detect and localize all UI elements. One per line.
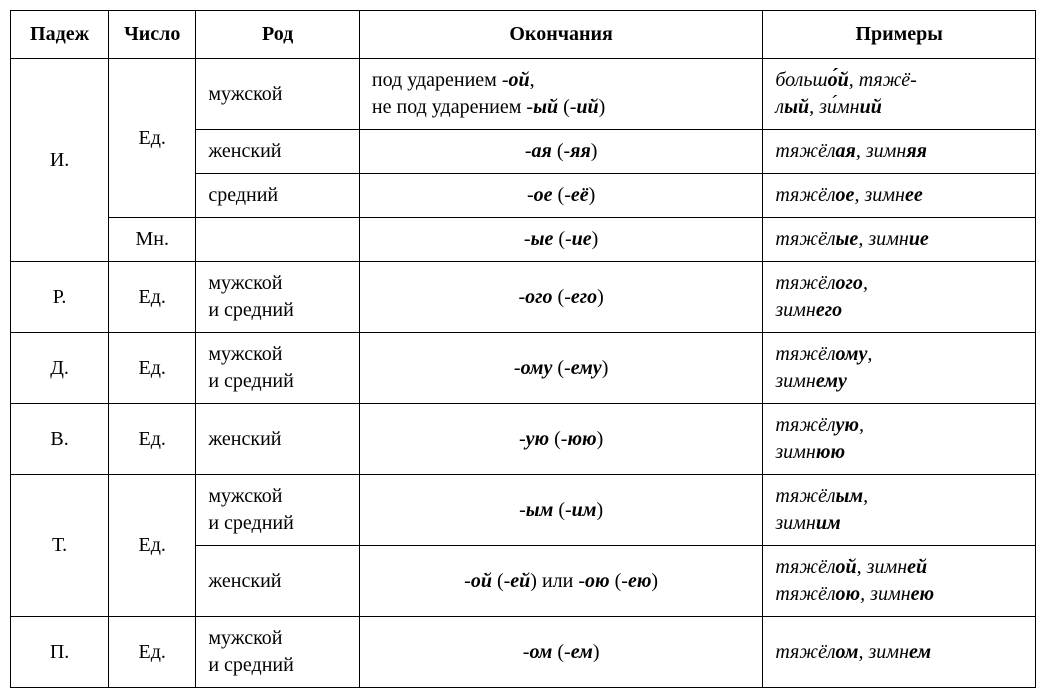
table-row: П. Ед. мужскойи средний -ом (-ем) тяжёло…: [11, 617, 1036, 688]
table-row: Д. Ед. мужскойи средний -ому (-ему) тяжё…: [11, 333, 1036, 404]
number-cell: Ед.: [109, 262, 196, 333]
examples-cell: большо́й, тяжё-лый, зи́мний: [763, 59, 1036, 130]
examples-cell: тяжёлого,зимнего: [763, 262, 1036, 333]
gender-cell: мужской: [196, 59, 360, 130]
gender-cell: мужскойи средний: [196, 262, 360, 333]
endings-cell: -ым (-им): [359, 475, 762, 546]
gender-cell: мужскойи средний: [196, 617, 360, 688]
number-cell: Ед.: [109, 404, 196, 475]
case-cell: И.: [11, 59, 109, 262]
header-endings: Окончания: [359, 11, 762, 59]
examples-cell: тяжёлые, зимние: [763, 218, 1036, 262]
gender-cell: женский: [196, 546, 360, 617]
endings-cell: -ую (-юю): [359, 404, 762, 475]
endings-cell: -ое (-её): [359, 174, 762, 218]
number-cell: Ед.: [109, 333, 196, 404]
endings-cell: -ого (-его): [359, 262, 762, 333]
examples-cell: тяжёлому,зимнему: [763, 333, 1036, 404]
case-cell: Т.: [11, 475, 109, 617]
number-cell: Ед.: [109, 59, 196, 218]
gender-cell: женский: [196, 130, 360, 174]
endings-cell: под ударением -ой,не под ударением -ый (…: [359, 59, 762, 130]
number-cell: Мн.: [109, 218, 196, 262]
case-cell: П.: [11, 617, 109, 688]
examples-cell: тяжёлое, зимнее: [763, 174, 1036, 218]
endings-cell: -ые (-ие): [359, 218, 762, 262]
table-row: Р. Ед. мужскойи средний -ого (-его) тяжё…: [11, 262, 1036, 333]
case-cell: Р.: [11, 262, 109, 333]
gender-cell: мужскойи средний: [196, 475, 360, 546]
examples-cell: тяжёлым,зимним: [763, 475, 1036, 546]
endings-cell: -ая (-яя): [359, 130, 762, 174]
header-number: Число: [109, 11, 196, 59]
header-case: Падеж: [11, 11, 109, 59]
table-row: В. Ед. женский -ую (-юю) тяжёлую,зимнюю: [11, 404, 1036, 475]
header-examples: Примеры: [763, 11, 1036, 59]
examples-cell: тяжёлую,зимнюю: [763, 404, 1036, 475]
gender-cell: средний: [196, 174, 360, 218]
header-gender: Род: [196, 11, 360, 59]
gender-cell: женский: [196, 404, 360, 475]
endings-cell: -ом (-ем): [359, 617, 762, 688]
number-cell: Ед.: [109, 475, 196, 617]
endings-cell: -ой (-ей) или -ою (-ею): [359, 546, 762, 617]
declension-table: Падеж Число Род Окончания Примеры И. Ед.…: [10, 10, 1036, 688]
endings-cell: -ому (-ему): [359, 333, 762, 404]
header-row: Падеж Число Род Окончания Примеры: [11, 11, 1036, 59]
gender-cell: [196, 218, 360, 262]
number-cell: Ед.: [109, 617, 196, 688]
table-row: Т. Ед. мужскойи средний -ым (-им) тяжёлы…: [11, 475, 1036, 546]
gender-cell: мужскойи средний: [196, 333, 360, 404]
examples-cell: тяжёлой, зимнейтяжёлою, зимнею: [763, 546, 1036, 617]
case-cell: Д.: [11, 333, 109, 404]
examples-cell: тяжёлом, зимнем: [763, 617, 1036, 688]
table-row: Мн. -ые (-ие) тяжёлые, зимние: [11, 218, 1036, 262]
table-row: И. Ед. мужской под ударением -ой,не под …: [11, 59, 1036, 130]
case-cell: В.: [11, 404, 109, 475]
examples-cell: тяжёлая, зимняя: [763, 130, 1036, 174]
